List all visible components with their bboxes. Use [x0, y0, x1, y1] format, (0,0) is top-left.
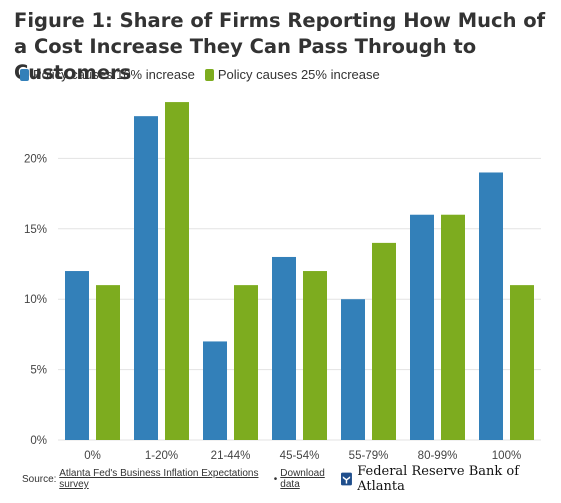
y-tick-label: 15%	[24, 224, 47, 236]
legend-swatch-series-2	[204, 68, 214, 81]
bar-series-2-55-79%[interactable]	[372, 242, 396, 440]
gridlines	[58, 157, 541, 441]
legend-item-series-2[interactable]: Policy causes 25% increase	[204, 67, 380, 82]
bar-series-1-0%[interactable]	[65, 271, 89, 440]
bar-series-2-21-44%[interactable]	[234, 285, 258, 440]
x-tick-label: 1-20%	[145, 450, 178, 462]
chart-footer: Source: Atlanta Fed's Business Inflation…	[22, 464, 552, 494]
eagle-logo-icon	[341, 472, 353, 486]
bar-series-2-1-20%[interactable]	[165, 102, 189, 440]
y-tick-label: 20%	[24, 153, 47, 165]
bar-series-2-0%[interactable]	[96, 285, 120, 440]
x-tick-label: 100%	[492, 450, 521, 462]
legend-swatch-series-1	[20, 68, 29, 81]
source-link[interactable]: Atlanta Fed's Business Inflation Expecta…	[59, 468, 259, 490]
y-tick-label: 5%	[30, 365, 47, 377]
x-tick-label: 45-54%	[280, 450, 320, 462]
x-tick-label: 21-44%	[211, 450, 251, 462]
bar-series-2-45-54%[interactable]	[303, 271, 327, 440]
chart-legend: Policy causes 10% increase Policy causes…	[20, 67, 390, 82]
bar-series-1-45-54%[interactable]	[272, 256, 296, 440]
x-tick-label: 80-99%	[418, 450, 458, 462]
footer-separator: •	[273, 473, 278, 485]
brand-text: Federal Reserve Bank of Atlanta	[357, 464, 520, 494]
y-tick-label: 10%	[24, 294, 47, 306]
x-tick-label: 0%	[84, 450, 101, 462]
bar-series-1-80-99%[interactable]	[410, 214, 434, 440]
download-data-link[interactable]: Download data	[280, 468, 325, 490]
legend-item-series-1[interactable]: Policy causes 10% increase	[20, 67, 195, 82]
bars	[65, 102, 534, 441]
bar-chart: 0% 5% 10% 15% 20% 0% 1-20% 21-44% 45-54% 55-79% 8…	[24, 102, 541, 462]
legend-label-series-2: Policy causes 25% increase	[217, 67, 380, 82]
bar-series-1-21-44%[interactable]	[203, 341, 227, 440]
bar-series-1-1-20%[interactable]	[134, 116, 158, 440]
x-axis-tick-labels: 0% 1-20% 21-44% 45-54% 55-79% 80-99% 100%	[84, 450, 521, 462]
chart-title: Figure 1: Share of Firms Reporting How M…	[14, 9, 546, 84]
source-label: Source:	[22, 473, 57, 485]
bar-series-1-55-79%[interactable]	[341, 299, 365, 440]
legend-label-series-1: Policy causes 10% increase	[33, 67, 195, 82]
bar-series-2-80-99%[interactable]	[441, 214, 465, 440]
bar-series-2-100%[interactable]	[510, 285, 534, 440]
x-tick-label: 55-79%	[349, 450, 389, 462]
brand: Federal Reserve Bank of Atlanta	[341, 464, 552, 494]
bar-series-1-100%[interactable]	[479, 172, 503, 441]
y-tick-label: 0%	[30, 435, 47, 447]
y-axis-tick-labels: 0% 5% 10% 15% 20%	[24, 153, 47, 447]
